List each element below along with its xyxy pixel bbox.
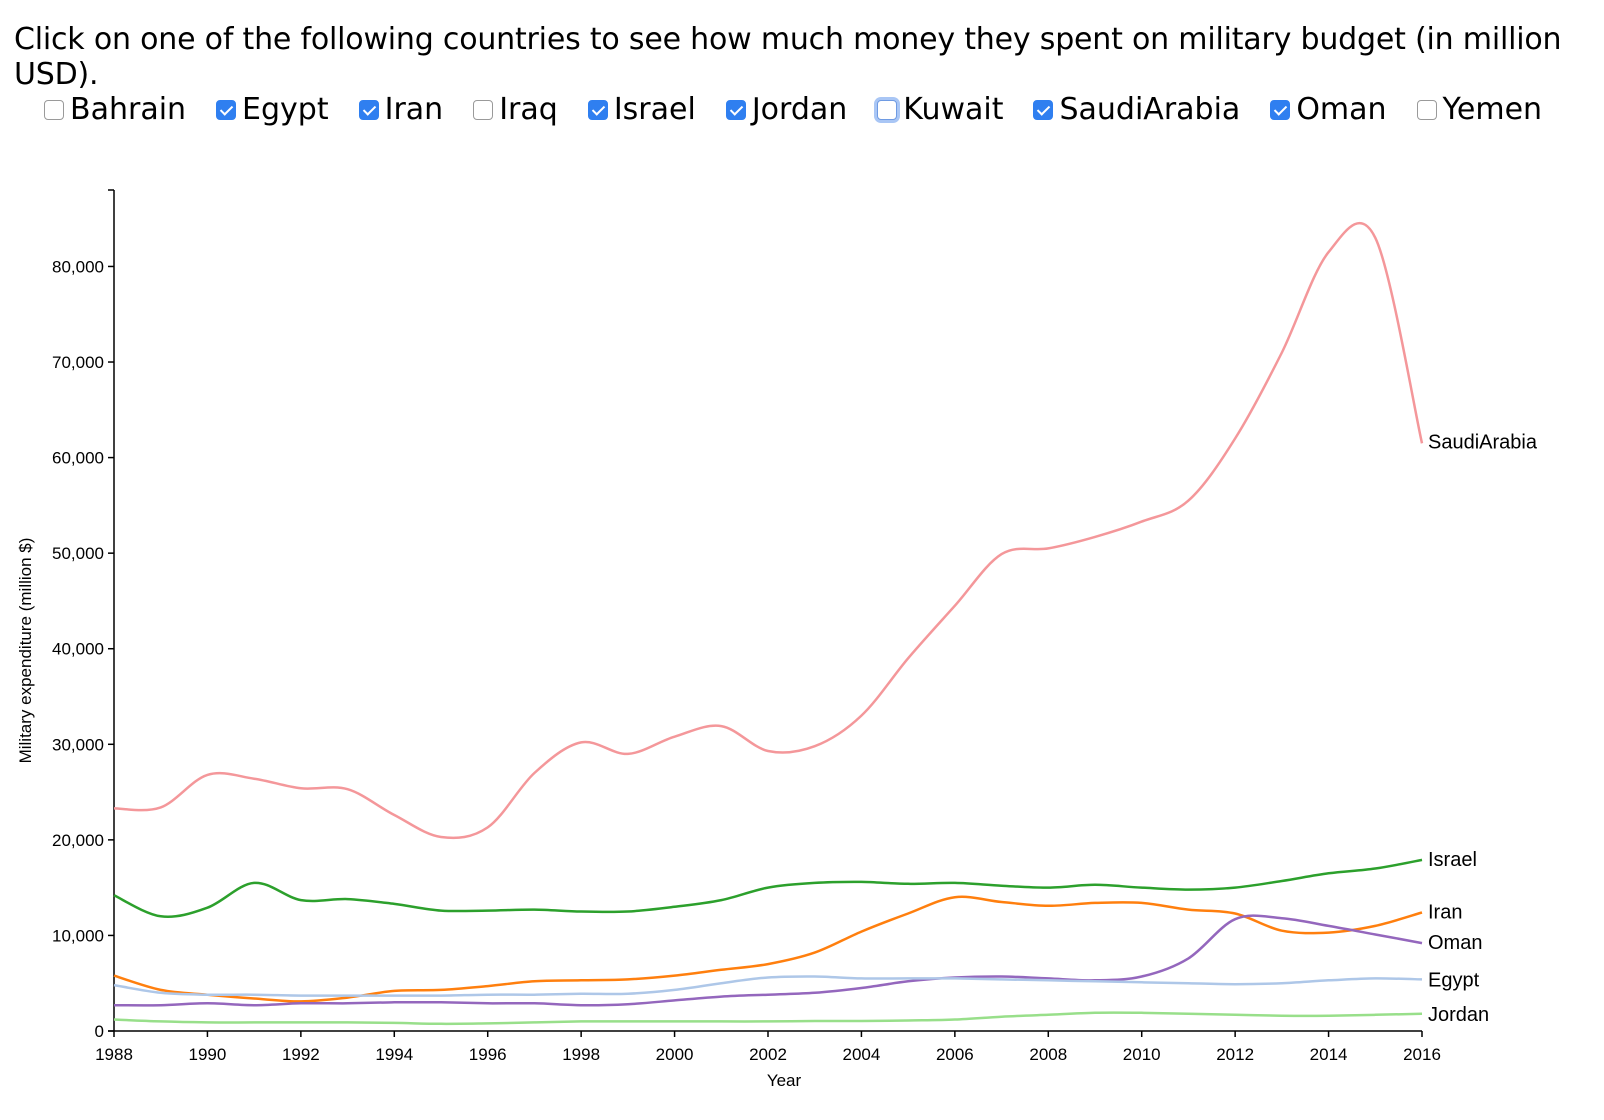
series-label-saudiarabia: SaudiArabia [1428, 431, 1538, 453]
series-label-iran: Iran [1428, 901, 1462, 923]
x-tick-label: 1996 [469, 1045, 507, 1064]
checkbox-label: Egypt [242, 92, 329, 127]
checkbox-label: Israel [613, 92, 696, 127]
checkbox[interactable] [44, 99, 64, 120]
checkbox-label: SaudiArabia [1059, 92, 1241, 127]
checkbox[interactable] [216, 99, 237, 120]
y-tick-label: 40,000 [52, 640, 104, 659]
checkbox-label: Yemen [1442, 92, 1543, 127]
country-checkbox-kuwait[interactable]: Kuwait [877, 92, 1003, 127]
checkbox[interactable] [877, 99, 898, 120]
x-tick-label: 2010 [1123, 1045, 1161, 1064]
y-tick-label: 70,000 [52, 353, 104, 372]
country-checkbox-iraq[interactable]: Iraq [473, 92, 558, 127]
x-tick-label: 2004 [843, 1045, 881, 1064]
y-tick-label: 0 [95, 1022, 104, 1041]
x-tick-label: 1994 [375, 1045, 413, 1064]
x-tick-label: 2000 [656, 1045, 694, 1064]
series-line-jordan [113, 1011, 1423, 1026]
checkbox-label: Iraq [499, 92, 558, 127]
country-checkbox-oman[interactable]: Oman [1270, 92, 1387, 127]
x-tick-label: 2016 [1403, 1045, 1441, 1064]
checkbox-label: Iran [384, 92, 444, 127]
series-line-egypt [113, 975, 1423, 997]
x-tick-label: 2002 [749, 1045, 787, 1064]
series-line-saudiarabia [113, 221, 1424, 840]
checkbox-label: Oman [1296, 92, 1387, 127]
country-checkbox-yemen[interactable]: Yemen [1416, 92, 1543, 127]
x-tick-label: 2012 [1216, 1045, 1254, 1064]
country-checkbox-iran[interactable]: Iran [358, 92, 444, 127]
country-checkbox-bahrain[interactable]: Bahrain [44, 92, 186, 127]
x-tick-label: 1990 [189, 1045, 227, 1064]
x-tick-label: 1998 [562, 1045, 600, 1064]
checkbox[interactable] [473, 99, 494, 120]
y-axis-title: Military expenditure (million $) [16, 538, 35, 764]
x-tick-label: 2014 [1310, 1045, 1348, 1064]
checkbox-label: Kuwait [903, 92, 1004, 127]
series-line-oman [113, 914, 1423, 1007]
x-tick-label: 1992 [282, 1045, 320, 1064]
checkbox-label: Jordan [751, 92, 848, 127]
country-checkbox-israel[interactable]: Israel [587, 92, 696, 127]
country-checkbox-jordan[interactable]: Jordan [725, 92, 848, 127]
x-axis-title: Year [767, 1071, 802, 1090]
series-label-jordan: Jordan [1428, 1004, 1489, 1026]
x-tick-label: 1988 [95, 1045, 133, 1064]
series-line-israel [113, 858, 1423, 919]
checkbox[interactable] [358, 99, 379, 120]
x-tick-label: 2008 [1029, 1045, 1067, 1064]
series-label-egypt: Egypt [1428, 969, 1480, 991]
country-checkbox-egypt[interactable]: Egypt [216, 92, 329, 127]
y-tick-label: 60,000 [52, 449, 104, 468]
y-tick-label: 30,000 [52, 735, 104, 754]
checkbox[interactable] [1033, 99, 1054, 120]
country-checkbox-list: Bahrain Egypt Iran Iraq Israel Jordan Kuwait Sa… [44, 92, 1572, 127]
y-tick-label: 50,000 [52, 544, 104, 563]
y-tick-label: 20,000 [52, 831, 104, 850]
x-tick-label: 2006 [936, 1045, 974, 1064]
series-line-iran [113, 895, 1423, 1003]
instruction-text: Click on one of the following countries … [14, 22, 1562, 92]
checkbox[interactable] [587, 99, 608, 120]
checkbox[interactable] [1270, 99, 1291, 120]
y-tick-label: 10,000 [52, 926, 104, 945]
series-label-oman: Oman [1428, 932, 1482, 954]
checkbox[interactable] [1416, 99, 1437, 120]
country-checkbox-saudiarabia[interactable]: SaudiArabia [1033, 92, 1240, 127]
y-tick-label: 80,000 [52, 257, 104, 276]
series-label-israel: Israel [1428, 849, 1477, 871]
checkbox[interactable] [725, 99, 746, 120]
checkbox-label: Bahrain [70, 92, 187, 127]
